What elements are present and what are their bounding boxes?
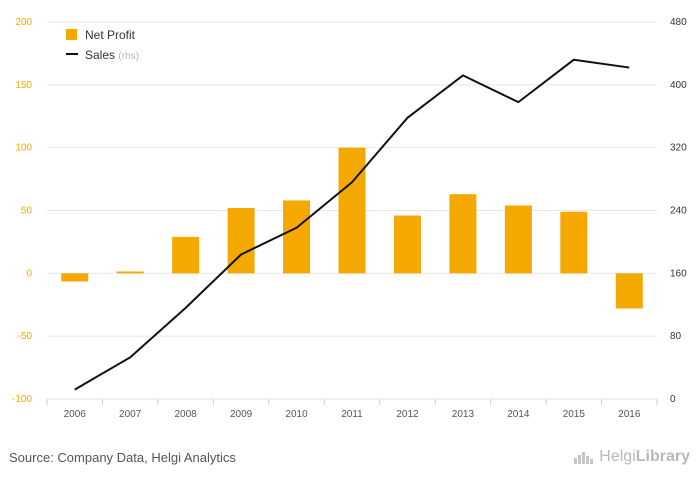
- brand-text: HelgiLibrary: [599, 448, 690, 466]
- left-y-tick-label: 0: [26, 268, 32, 279]
- sales-line: [74, 58, 630, 391]
- x-tick-label: 2008: [175, 409, 198, 420]
- brand-left: Helgi: [599, 448, 636, 465]
- net-profit-bar: [504, 205, 532, 274]
- left-y-tick-label: 150: [15, 80, 32, 91]
- right-y-tick-label: 160: [670, 268, 687, 279]
- right-y-tick-label: 480: [670, 17, 687, 28]
- x-tick-label: 2007: [119, 409, 142, 420]
- left-y-tick-label: 50: [21, 206, 33, 217]
- brand-logo: HelgiLibrary: [573, 448, 690, 466]
- legend: Net Profit Sales (rhs): [66, 28, 139, 62]
- x-axis: 2006 2007 2008 2009 2010 2011 2012 2013 2014 2015…: [46, 399, 658, 420]
- x-tick-label: 2015: [563, 409, 586, 420]
- left-y-tick-label: 100: [15, 143, 32, 154]
- right-y-tick-label: 400: [670, 80, 687, 91]
- net-profit-bar: [61, 273, 89, 282]
- net-profit-bar: [393, 215, 421, 274]
- x-tick-label: 2011: [341, 409, 363, 420]
- x-tick-label: 2009: [230, 409, 253, 420]
- legend-label-sales: Sales (rhs): [85, 48, 139, 62]
- x-tick-label: 2013: [452, 409, 475, 420]
- right-y-tick-label: 0: [670, 394, 676, 405]
- brand-right: Library: [635, 448, 690, 465]
- right-y-tick-label: 240: [670, 206, 687, 217]
- right-y-tick-label: 320: [670, 143, 687, 154]
- right-y-axis: 0 80 160 240 320 400 480: [670, 17, 687, 405]
- left-y-axis: -100 -50 0 50 100 150 200: [12, 17, 32, 405]
- x-tick-label: 2010: [285, 409, 308, 420]
- helgi-library-logo-icon: [574, 452, 594, 464]
- x-tick-label: 2014: [507, 409, 530, 420]
- net-profit-bar: [338, 147, 366, 274]
- x-tick-label: 2006: [64, 409, 87, 420]
- left-y-tick-label: -50: [18, 331, 33, 342]
- net-profit-bar: [172, 236, 200, 274]
- x-tick-label: 2012: [396, 409, 419, 420]
- left-y-tick-label: 200: [15, 17, 32, 28]
- left-y-tick-label: -100: [12, 394, 32, 405]
- net-profit-bar: [615, 273, 643, 309]
- net-profit-bar: [283, 200, 311, 274]
- legend-label-net-profit: Net Profit: [85, 28, 136, 42]
- net-profit-bars: [61, 147, 643, 309]
- net-profit-bar: [449, 194, 477, 274]
- right-y-tick-label: 80: [670, 331, 682, 342]
- net-profit-bar: [560, 211, 588, 274]
- x-tick-label: 2016: [618, 409, 641, 420]
- source-note: Source: Company Data, Helgi Analytics: [9, 450, 236, 465]
- legend-swatch-net-profit: [66, 29, 77, 40]
- net-profit-bar: [116, 271, 144, 274]
- legend-label-sales-rhs: (rhs): [118, 51, 139, 62]
